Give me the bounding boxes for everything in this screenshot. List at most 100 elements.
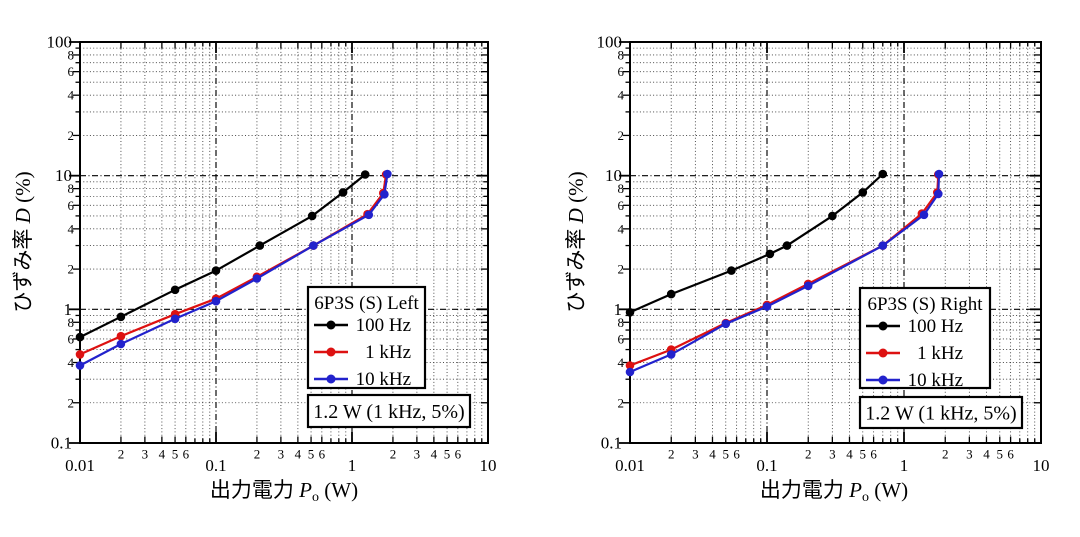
x-major-tick-label: 1: [900, 456, 909, 475]
x-minor-tick-label: 2: [254, 447, 261, 462]
data-point-100hz: [858, 188, 868, 197]
y-minor-tick-label: 6: [68, 331, 75, 346]
legend-label-1khz: 1 kHz: [365, 342, 411, 363]
chart-right: 0.01 0.1 1 102 3 4 5 6 2 3 4 5 6 2 3 4 5 60.1110100246824…: [564, 32, 1050, 505]
y-major-tick-label: 100: [47, 32, 73, 51]
x-major-tick-label: 1: [348, 456, 357, 475]
plot-frame: [79, 41, 489, 444]
data-point-100hz: [878, 169, 888, 179]
data-point-10khz: [934, 169, 944, 179]
data-point-100hz: [255, 241, 265, 250]
data-point-100hz: [211, 266, 221, 275]
y-minor-tick-label: 4: [68, 88, 75, 103]
x-minor-tick-label: 6: [870, 447, 877, 462]
x-minor-tick-label: 4: [295, 447, 302, 462]
data-point-10khz: [762, 302, 772, 311]
data-point-100hz: [338, 188, 348, 197]
x-minor-tick-label: 3: [692, 447, 699, 462]
x-minor-tick-label: 2: [805, 447, 812, 462]
annotation: 1.2 W (1 kHz, 5%): [858, 395, 1024, 430]
y-minor-tick-label: 8: [618, 315, 625, 330]
x-major-tick-label: 10: [1033, 456, 1050, 475]
y-major-tick-label: 100: [597, 32, 623, 51]
y-minor-tick-label: 4: [68, 355, 75, 370]
y-major-tick-label: 0.1: [51, 434, 72, 453]
y-minor-tick-label: 6: [618, 198, 625, 213]
x-minor-tick-label: 2: [118, 447, 125, 462]
legend-label-10khz: 10 kHz: [908, 370, 963, 391]
y-minor-tick-label: 6: [618, 331, 625, 346]
series-100hz: [75, 170, 370, 342]
data-point-10khz: [625, 367, 635, 377]
data-point-100hz: [782, 241, 792, 250]
x-minor-tick-label: 6: [455, 447, 462, 462]
series-10khz: [75, 169, 392, 370]
plot-frame: [629, 41, 1042, 444]
data-point-10khz: [383, 169, 392, 179]
x-minor-tick-label: 4: [983, 447, 990, 462]
x-minor-tick-label: 2: [668, 447, 675, 462]
x-minor-tick-label: 5: [723, 447, 730, 462]
data-point-100hz: [75, 332, 85, 342]
y-minor-tick-label: 8: [68, 315, 75, 330]
x-minor-tick-label: 3: [142, 447, 149, 462]
y-minor-tick-label: 4: [618, 88, 625, 103]
data-point-10khz: [116, 339, 126, 349]
legend-title: 6P3S (S) Right: [867, 294, 983, 315]
x-major-tick-label: 10: [480, 456, 497, 475]
data-point-10khz: [364, 210, 374, 220]
y-minor-tick-label: 4: [68, 221, 75, 236]
data-point-10khz: [211, 296, 221, 306]
legend-marker-dot-1khz: [878, 348, 888, 358]
data-point-100hz: [170, 285, 180, 295]
x-minor-tick-label: 4: [431, 447, 438, 462]
x-minor-tick-label: 5: [444, 447, 451, 462]
x-minor-tick-label: 6: [183, 447, 190, 462]
x-minor-tick-label: 6: [1007, 447, 1014, 462]
data-point-100hz: [625, 308, 635, 317]
x-major-tick-label: 0.1: [205, 456, 226, 475]
y-minor-tick-label: 2: [618, 395, 625, 410]
data-point-10khz: [309, 241, 318, 250]
y-axis-title: ひずみ率 D (%): [11, 171, 35, 312]
annotation: 1.2 W (1 kHz, 5%): [306, 393, 472, 429]
x-major-tick-label: 0.1: [756, 456, 777, 475]
annotation-text: 1.2 W (1 kHz, 5%): [865, 403, 1016, 425]
y-minor-tick-label: 4: [618, 221, 625, 236]
y-major-tick-label: 0.1: [601, 434, 622, 453]
data-point-10khz: [170, 314, 180, 324]
legend-marker-dot-10khz: [878, 375, 888, 385]
x-minor-tick-label: 4: [709, 447, 716, 462]
data-point-10khz: [252, 274, 262, 283]
annotation-box: [306, 393, 472, 429]
x-minor-tick-label: 6: [319, 447, 326, 462]
y-minor-tick-label: 6: [68, 64, 75, 79]
y-major-tick-label: 10: [605, 166, 622, 185]
y-minor-tick-label: 2: [68, 262, 75, 277]
y-minor-tick-label: 2: [68, 128, 75, 143]
series-10khz: [625, 169, 944, 377]
legend-marker-dot-10khz: [326, 374, 336, 384]
data-point-100hz: [307, 211, 317, 221]
chart-left: 0.01 0.1 1 102 3 4 5 6 2 3 4 5 6 2 3 4 5 60.1110100246824…: [11, 32, 497, 505]
legend-box: [858, 286, 992, 390]
gridlines: [80, 42, 488, 443]
x-major-tick-label: 0.01: [615, 456, 645, 475]
legend-marker-dot-100hz: [326, 320, 336, 330]
x-minor-tick-label: 2: [390, 447, 397, 462]
data-point-1khz: [625, 361, 635, 370]
x-minor-tick-label: 3: [414, 447, 421, 462]
data-point-10khz: [666, 350, 676, 359]
axis-ticks: [69, 41, 488, 444]
y-minor-tick-label: 2: [68, 395, 75, 410]
legend-label-100hz: 100 Hz: [356, 315, 411, 336]
axis-ticks: [619, 41, 1041, 444]
y-axis-title: ひずみ率 D (%): [564, 171, 588, 312]
x-minor-tick-label: 4: [159, 447, 166, 462]
data-point-1khz: [75, 350, 85, 359]
y-minor-tick-label: 2: [618, 262, 625, 277]
x-minor-tick-label: 2: [942, 447, 949, 462]
data-point-10khz: [919, 210, 929, 220]
x-minor-tick-label: 4: [846, 447, 853, 462]
